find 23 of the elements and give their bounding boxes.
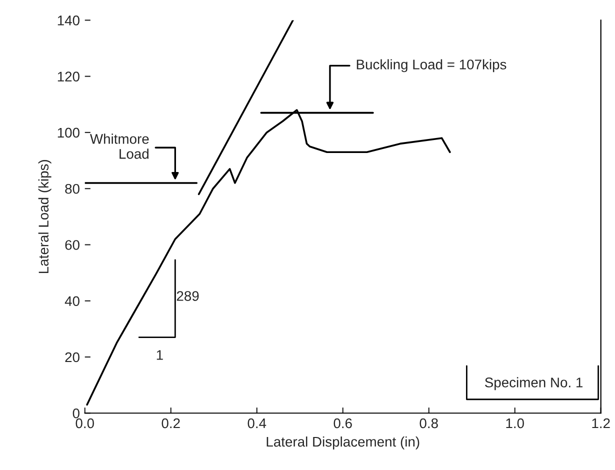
x-tick-label: 0.8: [420, 418, 438, 428]
y-tick-label: 140: [58, 16, 80, 26]
x-tick-label: 0.6: [334, 418, 352, 428]
x-tick-label: 0.4: [248, 418, 266, 428]
y-tick-label: 80: [65, 184, 80, 194]
x-tick-label: 0.2: [162, 418, 180, 428]
x-tick-label: 1.0: [506, 418, 524, 428]
y-tick-label: 40: [64, 296, 80, 306]
y-axis-title: Lateral Load (kips): [38, 160, 52, 274]
x-tick-label: 0.0: [76, 418, 94, 428]
y-tick-label: 20: [65, 352, 80, 362]
x-axis-title: Lateral Displacement (in): [266, 436, 420, 450]
x-tick-label: 1.2: [592, 418, 610, 428]
annotation: 1: [156, 350, 163, 360]
annotation: 289: [176, 291, 199, 301]
y-tick-label: 60: [65, 240, 80, 250]
line-series: [86, 109, 451, 406]
annotation: Buckling Load = 107kips: [356, 59, 506, 72]
y-tick-label: 100: [58, 128, 80, 138]
y-tick-label: 120: [58, 72, 80, 82]
y-tick-label: 0: [72, 408, 80, 418]
annotation: Specimen No. 1: [485, 377, 583, 390]
annotation: Whitmore Load: [90, 134, 149, 159]
